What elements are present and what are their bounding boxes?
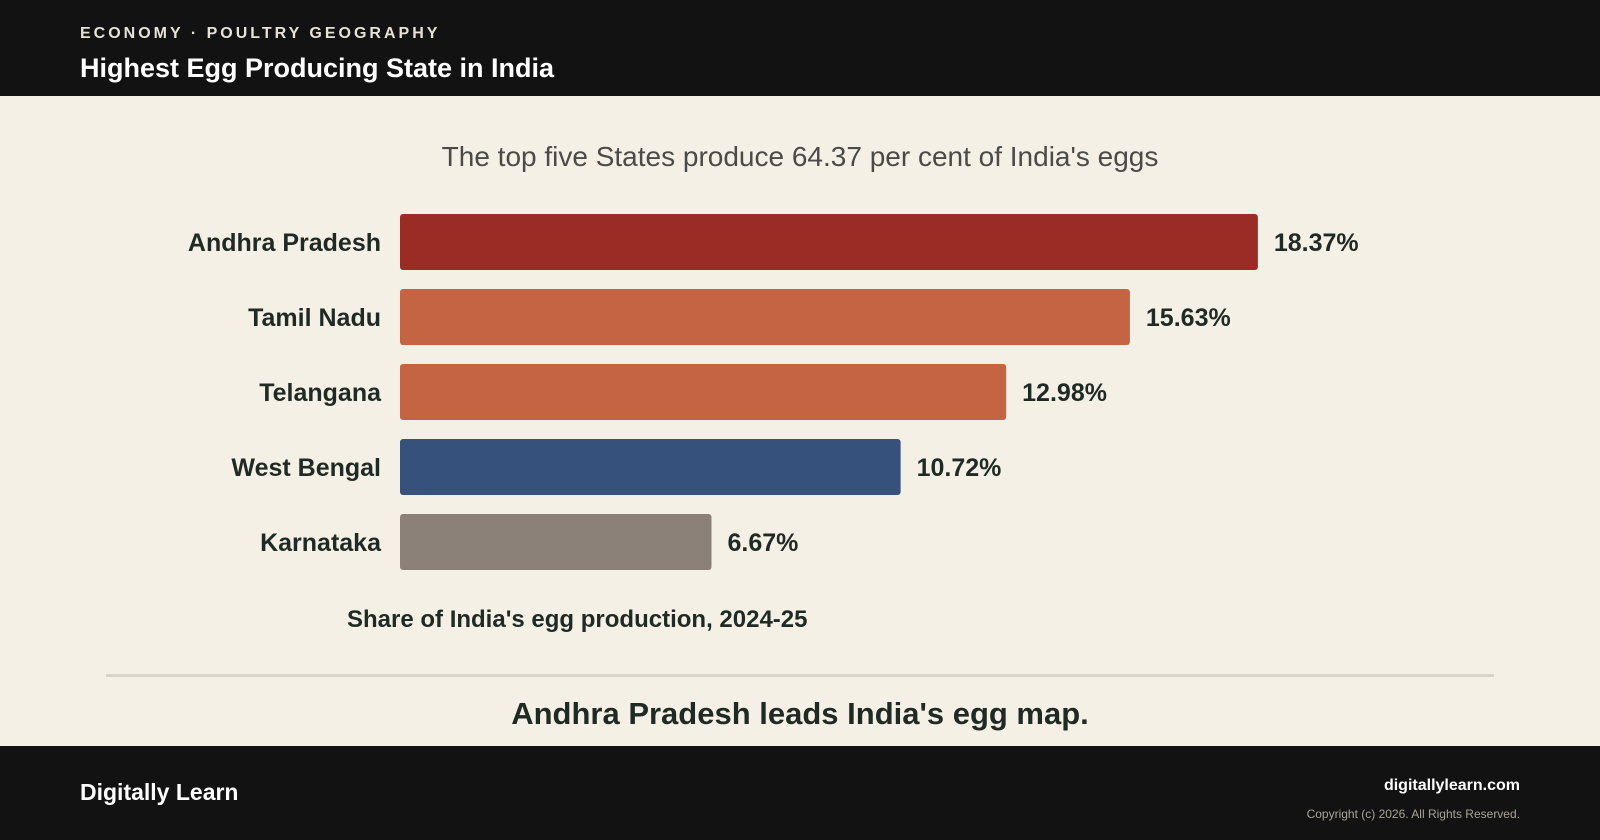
chart-caption: Share of India's egg production, 2024-25 (347, 606, 807, 633)
page-footer: Digitally Learn digitallylearn.com Copyr… (0, 746, 1600, 840)
value-label: 12.98% (1022, 379, 1107, 407)
chart-title: The top five States produce 64.37 per ce… (442, 141, 1159, 172)
site-link[interactable]: digitallylearn.com (1383, 777, 1520, 794)
category-label: West Bengal (231, 454, 381, 482)
category-label: Andhra Pradesh (188, 229, 381, 257)
bar-chart: The top five States produce 64.37 per ce… (188, 141, 1359, 633)
bar (400, 514, 712, 570)
takeaway-text: Andhra Pradesh leads India's egg map. (511, 696, 1089, 731)
value-label: 18.37% (1274, 229, 1359, 257)
section-divider (106, 674, 1494, 677)
page-title: Highest Egg Producing State in India (80, 53, 555, 83)
value-label: 6.67% (727, 529, 798, 557)
bar (400, 364, 1007, 420)
bar (400, 214, 1258, 270)
bar (400, 439, 901, 495)
category-label: Telangana (259, 379, 382, 407)
copyright-text: Copyright (c) 2026. All Rights Reserved. (1306, 807, 1520, 821)
value-label: 10.72% (917, 454, 1002, 482)
brand-name: Digitally Learn (80, 779, 239, 805)
category-label: Tamil Nadu (248, 304, 381, 332)
value-label: 15.63% (1146, 304, 1231, 332)
page-header: ECONOMY · POULTRY GEOGRAPHY Highest Egg … (0, 0, 1600, 96)
bar (400, 289, 1130, 345)
bars-group: Andhra Pradesh 18.37% Tamil Nadu 15.63% Tela… (188, 214, 1359, 570)
section-kicker: ECONOMY · POULTRY GEOGRAPHY (80, 25, 441, 42)
category-label: Karnataka (260, 529, 382, 557)
